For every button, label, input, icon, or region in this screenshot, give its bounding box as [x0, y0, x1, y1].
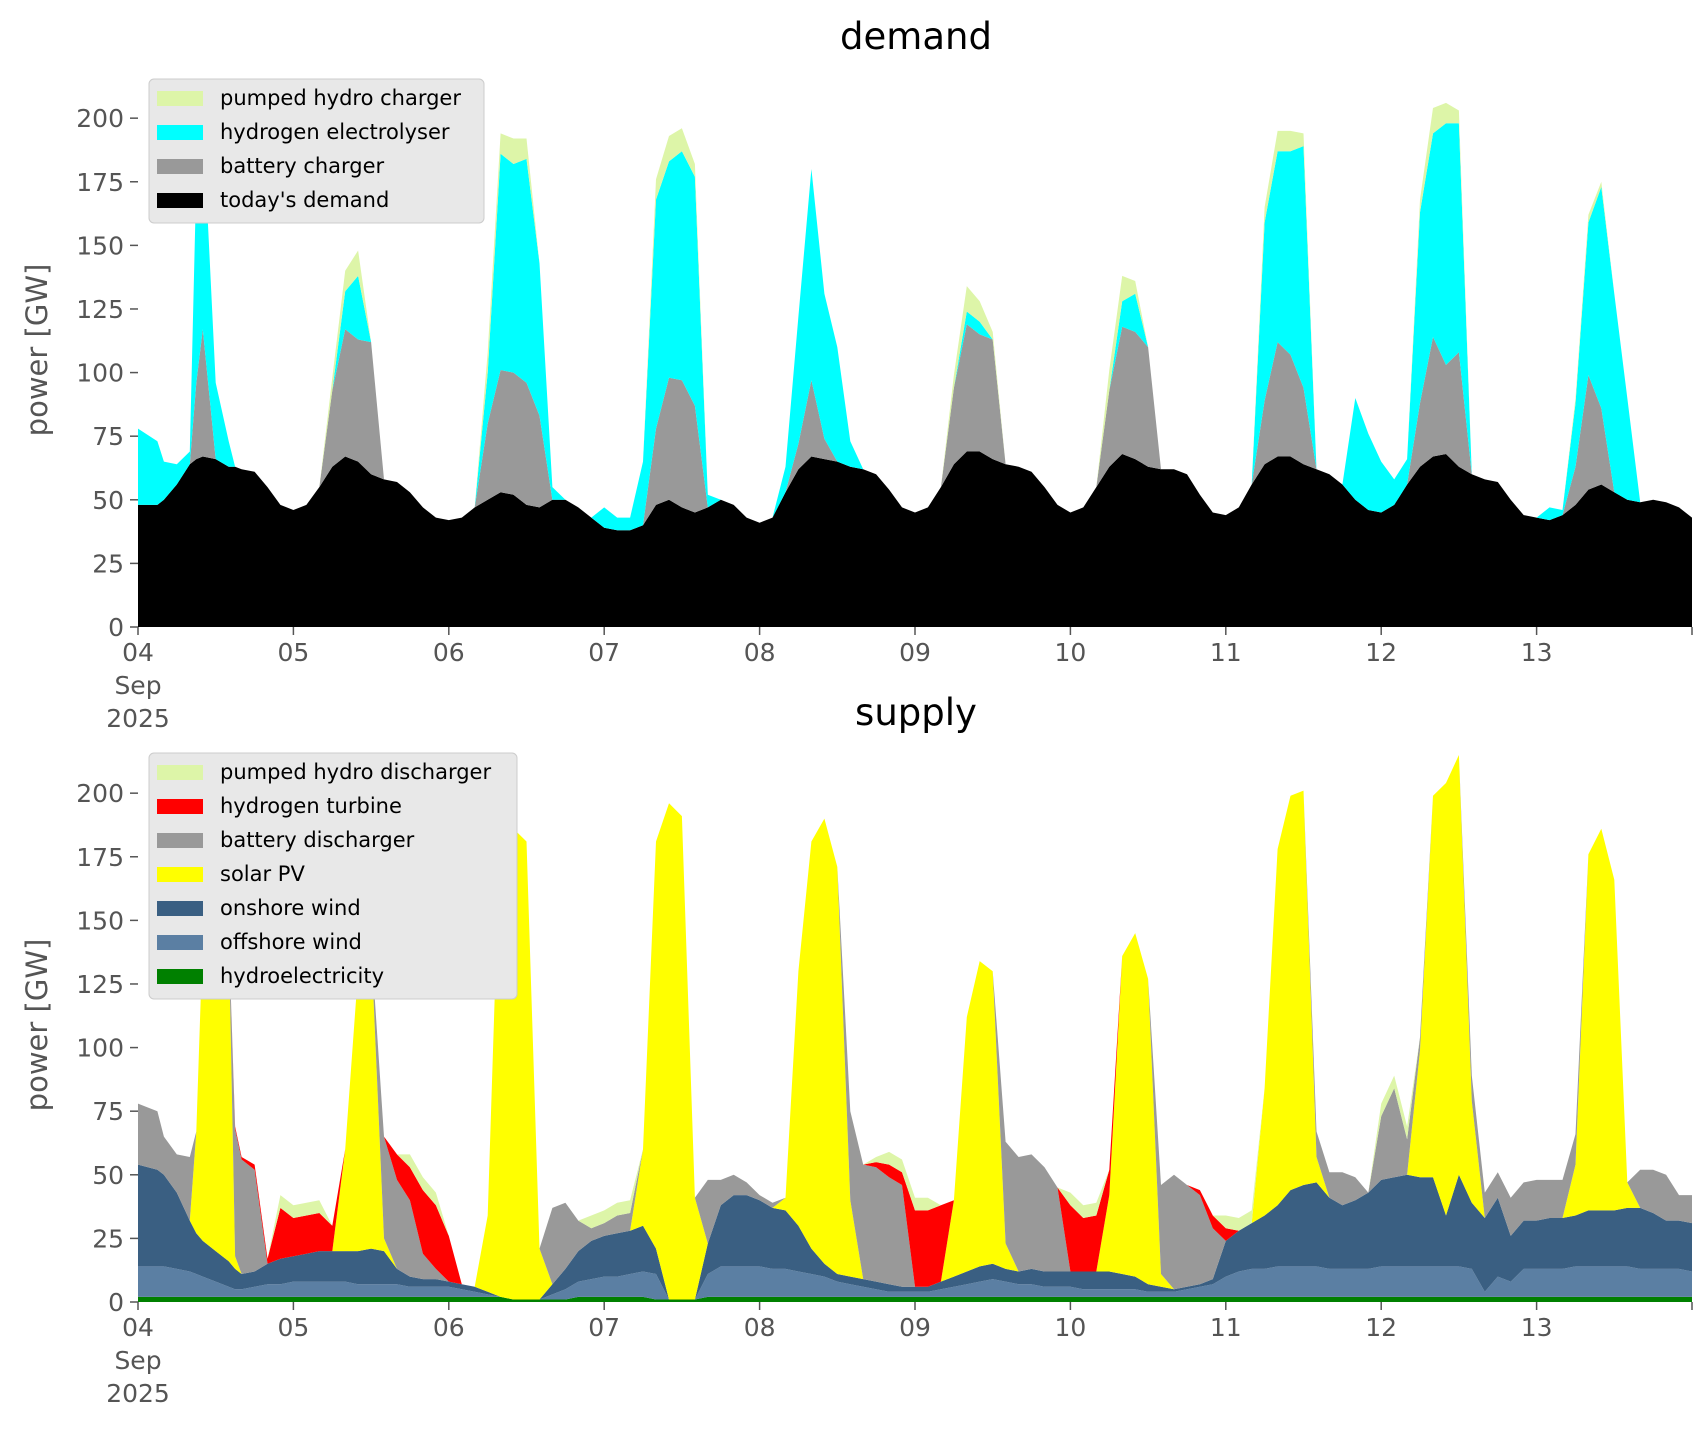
supply-area-onshore-wind [138, 1164, 1692, 1300]
supply-legend-label: hydrogen turbine [220, 794, 402, 818]
demand-x-tick-label: 09 [899, 638, 931, 667]
demand-legend-swatch [157, 125, 203, 140]
supply-y-axis-label: power [GW] [20, 939, 54, 1112]
demand-areas [138, 102, 1692, 627]
supply-legend-label: offshore wind [220, 930, 362, 954]
supply-legend-label: solar PV [220, 862, 305, 886]
demand-x-tick-label: 2025 [106, 704, 170, 733]
supply-y-tick-label: 25 [92, 1224, 124, 1253]
supply-x-tick-label: 2025 [106, 1379, 170, 1408]
supply-legend-swatch [157, 833, 203, 848]
supply-legend: pumped hydro discharger hydrogen turbine b… [148, 752, 518, 1000]
supply-legend-label: battery discharger [220, 828, 415, 852]
supply-legend-swatch [157, 935, 203, 950]
supply-area-offshore-wind [138, 1266, 1692, 1300]
demand-y-tick-label: 150 [76, 231, 124, 260]
demand-x-tick-label: 08 [744, 638, 776, 667]
demand-x-tick-label: 05 [277, 638, 309, 667]
demand-x-tick-label: 04 [122, 638, 154, 667]
demand-x-tick-label: 13 [1521, 638, 1553, 667]
demand-legend-swatch [157, 159, 203, 174]
demand-legend: pumped hydro charger hydrogen electrolyse… [148, 78, 485, 224]
demand-y-tick-label: 100 [76, 359, 124, 388]
demand-y-tick-label: 200 [76, 104, 124, 133]
demand-area-battery-charger [138, 324, 1692, 531]
supply-y-tick-label: 0 [108, 1288, 124, 1317]
demand-x-tick-label: 12 [1365, 638, 1397, 667]
demand-legend-box [148, 78, 485, 224]
demand-y-tick-label: 0 [108, 613, 124, 642]
supply-y-tick-label: 100 [76, 1034, 124, 1063]
supply-x-tick-label: 05 [277, 1313, 309, 1342]
supply-y-tick-label: 175 [76, 843, 124, 872]
supply-x-tick-label: 13 [1521, 1313, 1553, 1342]
supply-y-tick-label: 150 [76, 906, 124, 935]
demand-legend-label: hydrogen electrolyser [220, 120, 450, 144]
supply-legend-swatch [157, 799, 203, 814]
supply-area-solar-pv [138, 755, 1692, 1300]
demand-title: demand [840, 15, 992, 58]
supply-legend-swatch [157, 969, 203, 984]
demand-y-tick-label: 25 [92, 549, 124, 578]
demand-y-tick-label: 75 [92, 422, 124, 451]
supply-x-tick-label: 06 [433, 1313, 465, 1342]
supply-legend-swatch [157, 867, 203, 882]
demand-legend-swatch [157, 193, 203, 208]
supply-legend-label: onshore wind [220, 896, 361, 920]
demand-x-tick-label: Sep [114, 671, 161, 700]
supply-x-tick-label: 08 [744, 1313, 776, 1342]
supply-legend-label: hydroelectricity [220, 964, 384, 988]
demand-x-tick-label: 06 [433, 638, 465, 667]
supply-legend-label: pumped hydro discharger [220, 760, 491, 784]
supply-x-tick-label: 07 [588, 1313, 620, 1342]
supply-x-tick-label: 10 [1054, 1313, 1086, 1342]
demand-y-tick-label: 125 [76, 295, 124, 324]
demand-legend-swatch [157, 91, 203, 106]
supply-x-tick-label: 04 [122, 1313, 154, 1342]
supply-area-hydroelectricity [138, 1296, 1692, 1302]
demand-legend-label: pumped hydro charger [220, 86, 461, 110]
supply-x-tick-label: 12 [1365, 1313, 1397, 1342]
supply-title: supply [855, 691, 977, 734]
supply-x-tick-label: 09 [899, 1313, 931, 1342]
supply-x-tick-label: 11 [1210, 1313, 1242, 1342]
demand-legend-label: battery charger [220, 154, 385, 178]
demand-area-hydrogen-electrolyser [138, 118, 1692, 531]
demand-y-tick-label: 50 [92, 486, 124, 515]
supply-x-tick-label: Sep [114, 1346, 161, 1375]
demand-axes: 0 25 50 75 100 125 150 175 200 04 Sep 2025 05 06 07 08 0… [76, 104, 1693, 733]
demand-y-axis-label: power [GW] [20, 264, 54, 437]
supply-y-tick-label: 50 [92, 1161, 124, 1190]
supply-y-tick-label: 125 [76, 970, 124, 999]
demand-panel: demand power [GW] 0 25 50 75 100 125 150 175 200… [20, 15, 1693, 733]
demand-area-today-s-demand [138, 451, 1692, 627]
supply-y-tick-label: 200 [76, 779, 124, 808]
supply-legend-swatch [157, 765, 203, 780]
supply-area-hydrogen-turbine [138, 755, 1692, 1287]
demand-y-tick-label: 175 [76, 168, 124, 197]
demand-legend-label: today's demand [220, 188, 389, 212]
supply-areas [138, 755, 1692, 1302]
demand-x-tick-label: 10 [1054, 638, 1086, 667]
supply-legend-swatch [157, 901, 203, 916]
supply-legend-box [148, 752, 518, 1000]
demand-x-tick-label: 07 [588, 638, 620, 667]
demand-x-tick-label: 11 [1210, 638, 1242, 667]
supply-axes: 0 25 50 75 100 125 150 175 200 04 Sep 2025 05 06 07 08 0… [76, 779, 1693, 1408]
supply-y-tick-label: 75 [92, 1097, 124, 1126]
supply-panel: supply power [GW] 0 25 50 75 100 125 150 175 200… [20, 691, 1693, 1408]
